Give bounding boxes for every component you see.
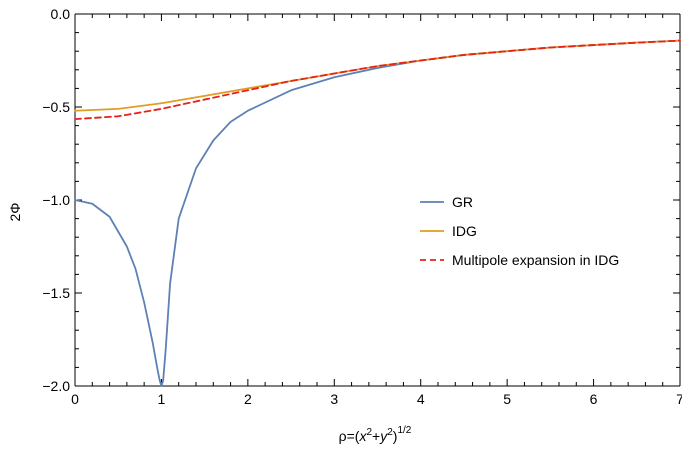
x-axis-title-plus: +: [372, 428, 380, 444]
x-axis-title-sup-y: 2: [387, 427, 393, 438]
y-tick-label: −1.0: [42, 192, 70, 208]
x-tick-label: 1: [158, 391, 166, 407]
x-axis-title-sup-x: 2: [366, 427, 372, 438]
x-tick-label: 4: [417, 391, 425, 407]
legend-label-0: GR: [452, 194, 473, 210]
legend-label-2: Multipole expansion in IDG: [452, 252, 619, 268]
series-line-1: [74, 39, 681, 112]
legend-label-1: IDG: [452, 223, 477, 239]
x-tick-label: 6: [590, 391, 598, 407]
y-tick-label: −1.5: [42, 285, 70, 301]
x-axis-title-rho: ρ=(: [339, 428, 360, 444]
x-axis-title-close: ): [393, 428, 398, 444]
x-tick-label: 7: [676, 391, 682, 407]
plot-frame: [74, 13, 681, 387]
x-axis-title-y: y: [379, 428, 388, 444]
y-tick-label: −0.5: [42, 99, 70, 115]
x-tick-label: 2: [244, 391, 252, 407]
x-tick-label: 3: [330, 391, 338, 407]
series-line-0: [74, 39, 681, 387]
x-axis-title: ρ=(x2+y2)1/2: [339, 425, 412, 444]
axis-ticks: 0 1 2 3 4 5 6 7 0.0 −0.5 −1.0 −1.5 −2.0: [42, 6, 682, 407]
x-axis-title-x: x: [358, 428, 367, 444]
y-tick-label: −2.0: [42, 378, 70, 394]
legend: GR IDG Multipole expansion in IDG: [420, 194, 619, 268]
x-tick-label: 5: [503, 391, 511, 407]
x-tick-label: 0: [71, 391, 79, 407]
x-axis-title-exponent: 1/2: [397, 425, 411, 436]
series-layer: [74, 39, 681, 387]
y-tick-label: 0.0: [51, 6, 71, 22]
series-line-2: [74, 39, 681, 120]
y-axis-title: 2Φ: [7, 203, 23, 222]
